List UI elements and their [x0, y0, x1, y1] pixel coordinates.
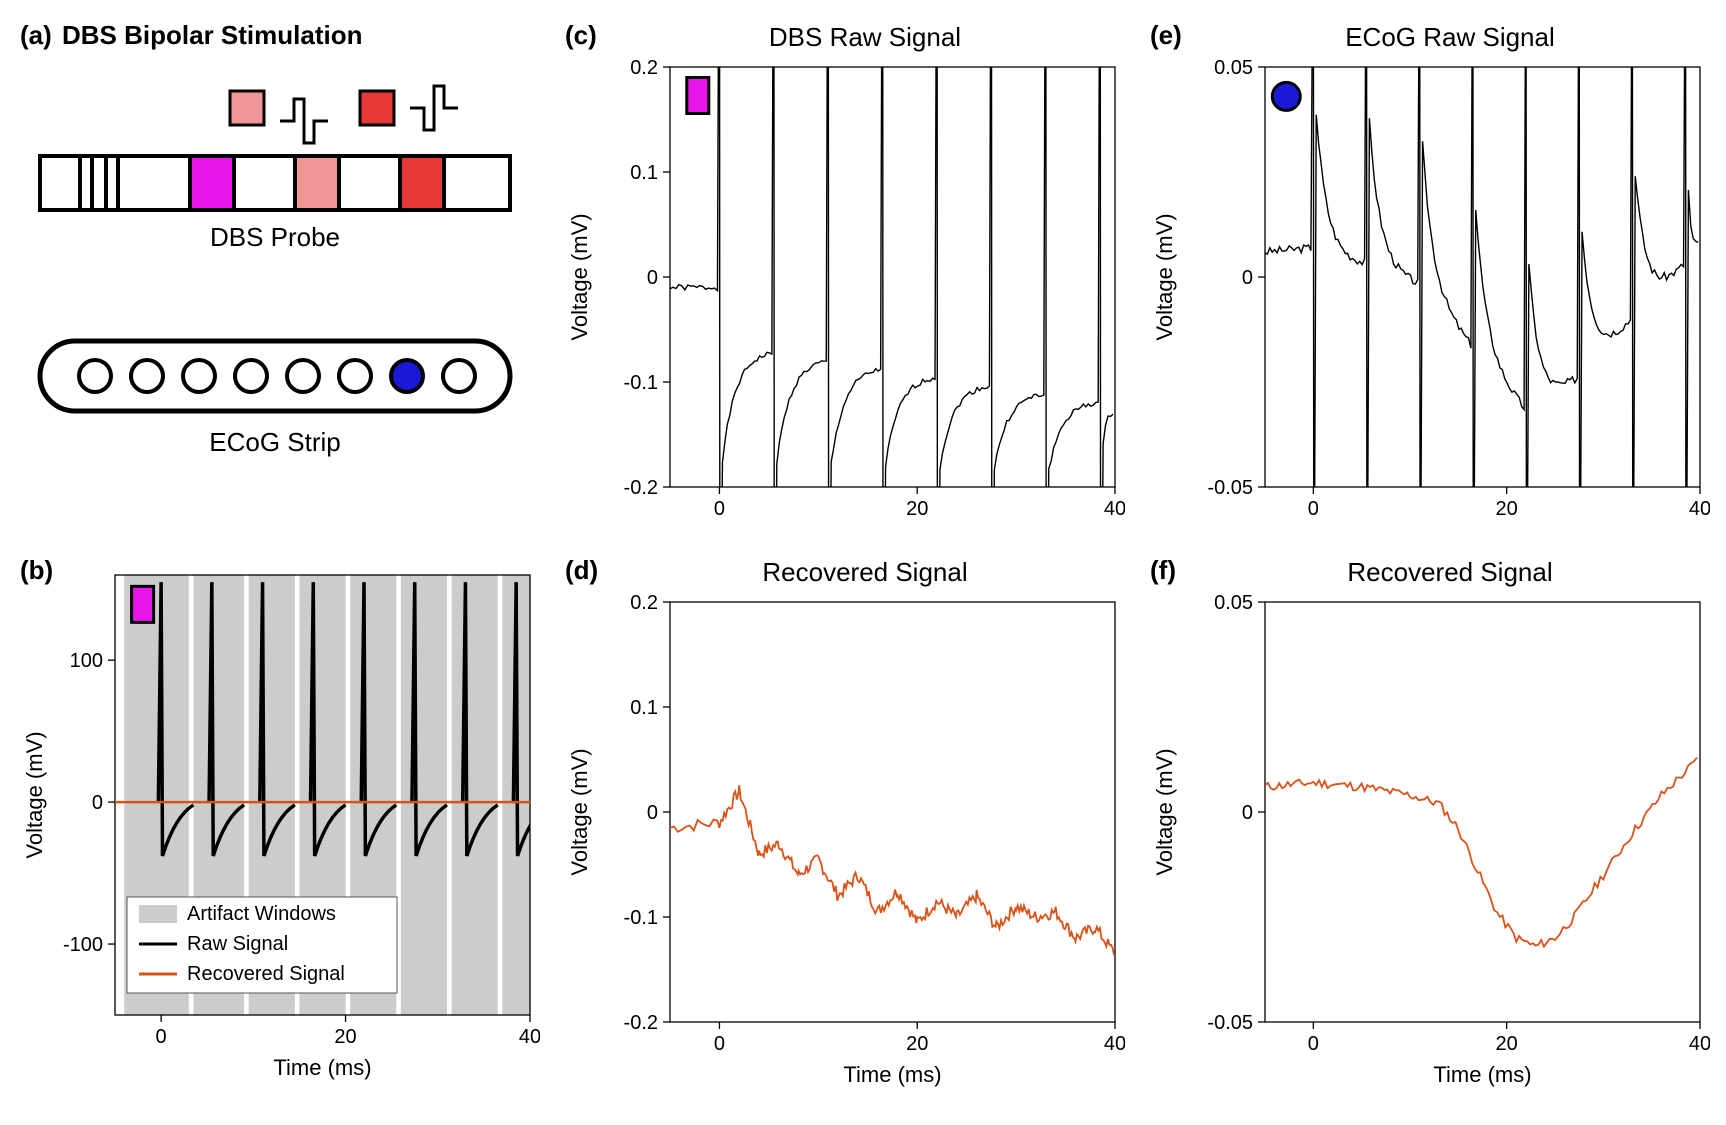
svg-text:-0.05: -0.05 [1207, 477, 1253, 499]
svg-text:0: 0 [1308, 498, 1319, 520]
panel-e-chart: 0 20 40 -0.05 0 0.05 Voltage (mV) [1150, 57, 1710, 537]
panel-c: (c) DBS Raw Signal 0 20 40 -0.2 -0.1 0 0.1 0.2 V… [565, 20, 1125, 540]
svg-text:20: 20 [1496, 1033, 1518, 1055]
svg-text:0.05: 0.05 [1214, 57, 1253, 79]
panel-d-chart: 0 20 40 -0.2 -0.1 0 0.1 0.2 Time (ms) Voltage (mV… [565, 592, 1125, 1092]
panel-e-label: (e) [1150, 20, 1182, 51]
svg-text:-0.2: -0.2 [624, 1012, 658, 1034]
strip-label: ECoG Strip [209, 427, 341, 457]
panel-a-title: DBS Bipolar Stimulation [62, 20, 540, 51]
svg-text:0.1: 0.1 [630, 697, 658, 719]
svg-text:Time (ms): Time (ms) [1433, 1062, 1531, 1087]
svg-text:0: 0 [92, 792, 103, 814]
panel-c-label: (c) [565, 20, 597, 51]
svg-text:0.05: 0.05 [1214, 592, 1253, 614]
svg-text:0.2: 0.2 [630, 57, 658, 79]
svg-text:-0.05: -0.05 [1207, 1012, 1253, 1034]
svg-text:-0.1: -0.1 [624, 907, 658, 929]
svg-text:-0.2: -0.2 [624, 477, 658, 499]
panel-e-title: ECoG Raw Signal [1190, 22, 1710, 53]
svg-text:Time (ms): Time (ms) [843, 1062, 941, 1087]
svg-text:Time (ms): Time (ms) [273, 1055, 371, 1080]
svg-text:Voltage (mV): Voltage (mV) [567, 213, 592, 340]
svg-text:Artifact Windows: Artifact Windows [187, 903, 336, 925]
svg-text:-100: -100 [63, 934, 103, 956]
svg-text:Voltage (mV): Voltage (mV) [1152, 748, 1177, 875]
svg-text:Voltage (mV): Voltage (mV) [22, 731, 47, 858]
panel-a-svg: DBS Probe ECoG Strip [20, 51, 540, 531]
panel-f-label: (f) [1150, 555, 1176, 586]
svg-text:0: 0 [156, 1026, 167, 1048]
panel-d-title: Recovered Signal [605, 557, 1125, 588]
svg-text:40: 40 [1689, 498, 1710, 520]
svg-text:40: 40 [519, 1026, 540, 1048]
svg-text:40: 40 [1104, 1033, 1125, 1055]
svg-text:20: 20 [1496, 498, 1518, 520]
panel-b-chart: 0 20 40 -100 0 100 Time (ms) Voltage (mV) Artifa… [20, 555, 540, 1085]
svg-text:20: 20 [334, 1026, 356, 1048]
panel-a: (a) DBS Bipolar Stimulation DBS Probe [20, 20, 540, 540]
panel-f-chart: 0 20 40 -0.05 0 0.05 Time (ms) Voltage (mV) [1150, 592, 1710, 1092]
panel-f: (f) Recovered Signal 0 20 40 -0.05 0 0.05 Time… [1150, 555, 1710, 1095]
svg-text:Voltage (mV): Voltage (mV) [1152, 213, 1177, 340]
panel-d-label: (d) [565, 555, 598, 586]
svg-text:0: 0 [1242, 802, 1253, 824]
panel-b-label: (b) [20, 555, 53, 586]
figure-grid: (a) DBS Bipolar Stimulation DBS Probe [20, 20, 1706, 1095]
svg-text:-0.1: -0.1 [624, 372, 658, 394]
panel-a-label: (a) [20, 20, 52, 51]
panel-c-chart: 0 20 40 -0.2 -0.1 0 0.1 0.2 Voltage (mV) [565, 57, 1125, 537]
svg-text:20: 20 [906, 498, 928, 520]
svg-text:Raw Signal: Raw Signal [187, 933, 288, 955]
svg-text:20: 20 [906, 1033, 928, 1055]
svg-text:0: 0 [1308, 1033, 1319, 1055]
panel-d: (d) Recovered Signal 0 20 40 -0.2 -0.1 0 0.1 0.… [565, 555, 1125, 1095]
svg-text:0: 0 [1242, 267, 1253, 289]
panel-b: (b) 0 20 40 -100 0 100 Time (ms) Voltage (mV) Ar… [20, 555, 540, 1095]
svg-text:Recovered Signal: Recovered Signal [187, 963, 345, 985]
svg-text:0: 0 [647, 267, 658, 289]
svg-text:0.1: 0.1 [630, 162, 658, 184]
panel-f-title: Recovered Signal [1190, 557, 1710, 588]
svg-text:0: 0 [647, 802, 658, 824]
svg-text:0: 0 [714, 1033, 725, 1055]
panel-e: (e) ECoG Raw Signal 0 20 40 -0.05 0 0.05 Volta… [1150, 20, 1710, 540]
svg-text:0: 0 [714, 498, 725, 520]
svg-text:Voltage (mV): Voltage (mV) [567, 748, 592, 875]
probe-label: DBS Probe [210, 222, 340, 252]
panel-c-title: DBS Raw Signal [605, 22, 1125, 53]
svg-text:40: 40 [1104, 498, 1125, 520]
svg-text:40: 40 [1689, 1033, 1710, 1055]
svg-text:100: 100 [70, 650, 103, 672]
svg-text:0.2: 0.2 [630, 592, 658, 614]
